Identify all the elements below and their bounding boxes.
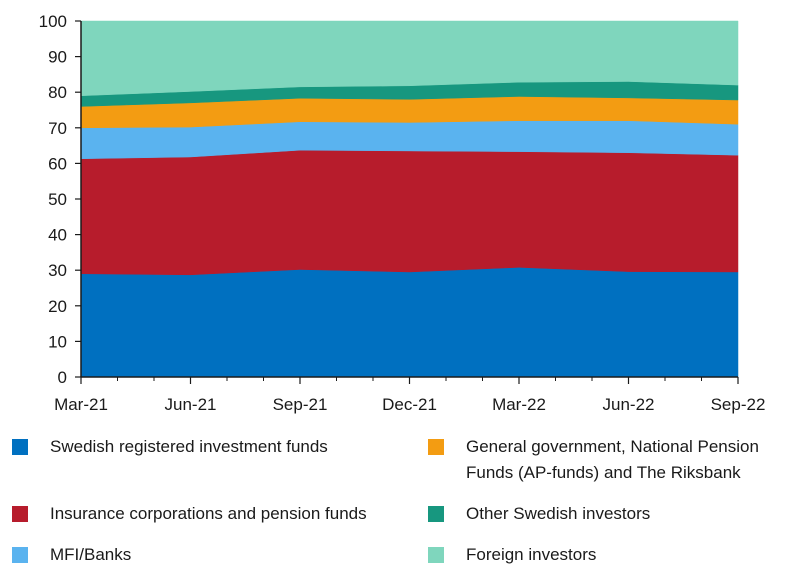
y-tick-label: 90: [48, 48, 67, 67]
y-axis-ticks: 0 10 20 30 40 50 60 70 80 90 100: [39, 12, 81, 387]
legend-item-general-government: General government, National Pension Fun…: [428, 434, 798, 486]
y-tick-label: 50: [48, 190, 67, 209]
legend-swatch: [12, 439, 28, 455]
y-tick-label: 70: [48, 119, 67, 138]
x-tick-label: Mar-22: [492, 395, 546, 414]
x-tick-label: Sep-21: [273, 395, 328, 414]
x-tick-label: Dec-21: [382, 395, 437, 414]
legend-swatch: [12, 506, 28, 522]
x-tick-label: Sep-22: [711, 395, 766, 414]
area-series-5: [80, 20, 739, 97]
legend-item-investment-funds: Swedish registered investment funds: [12, 434, 392, 460]
legend-swatch: [428, 547, 444, 563]
x-tick-label: Mar-21: [54, 395, 108, 414]
y-tick-label: 0: [58, 368, 67, 387]
legend-label: Swedish registered investment funds: [50, 437, 328, 456]
legend-swatch: [12, 547, 28, 563]
y-tick-label: 30: [48, 261, 67, 280]
legend-swatch: [428, 506, 444, 522]
legend-label: Insurance corporations and pension funds: [50, 504, 367, 523]
legend-label: Foreign investors: [466, 545, 597, 564]
y-tick-label: 80: [48, 83, 67, 102]
x-axis-ticks: Mar-21 Jun-21 Sep-21 Dec-21 Mar-22 Jun-22 Sep-…: [54, 377, 765, 414]
legend-item-insurance-pension: Insurance corporations and pension funds: [12, 501, 422, 527]
area-series-1: [80, 149, 739, 276]
y-tick-label: 100: [39, 12, 67, 31]
legend-swatch: [428, 439, 444, 455]
legend-item-foreign: Foreign investors: [428, 542, 798, 568]
legend-label: MFI/Banks: [50, 545, 132, 564]
x-tick-label: Jun-22: [603, 395, 655, 414]
stacked-area-chart: 0 10 20 30 40 50 60 70 80 90 100 Mar-21 Jun-21 Sep-2…: [39, 12, 766, 414]
y-tick-label: 10: [48, 332, 67, 351]
area-series-0: [80, 267, 739, 378]
legend-label: Other Swedish investors: [466, 504, 651, 523]
legend: Swedish registered investment funds Gene…: [0, 428, 804, 585]
y-tick-label: 20: [48, 297, 67, 316]
y-tick-label: 40: [48, 226, 67, 245]
legend-item-other-swedish: Other Swedish investors: [428, 501, 798, 527]
y-tick-label: 60: [48, 154, 67, 173]
legend-label: General government, National Pension Fun…: [466, 437, 759, 482]
series-areas: [80, 20, 739, 378]
legend-item-mfi-banks: MFI/Banks: [12, 542, 392, 568]
x-tick-label: Jun-21: [165, 395, 217, 414]
